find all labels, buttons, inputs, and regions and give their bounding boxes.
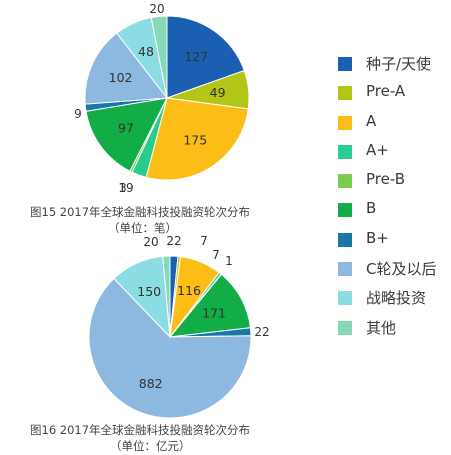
data-label-b: 171	[202, 306, 226, 321]
pie-slice-other	[150, 15, 168, 99]
data-label-a: 116	[177, 283, 201, 298]
legend-item-other: 其他	[338, 314, 448, 343]
legend-item-seed-angel: 种子/天使	[338, 50, 448, 79]
data-label-seed-angel: 22	[166, 234, 181, 248]
data-label-c-and-later: 102	[109, 70, 133, 85]
legend-label: C轮及以后	[366, 260, 437, 279]
pie-slice-seed-angel	[166, 15, 245, 99]
data-label-other: 20	[149, 2, 164, 16]
data-label-pre-b: 3	[119, 181, 127, 195]
chart1-title: 图15 2017年全球金融科技投融资轮次分布	[30, 205, 251, 219]
pie-slice-b	[168, 273, 252, 338]
legend-label: Pre-B	[366, 170, 406, 189]
legend-item-b-plus: B+	[338, 226, 448, 255]
legend-label: B+	[366, 228, 389, 247]
pie-slice-a	[145, 97, 249, 181]
legend-label: A+	[366, 140, 389, 159]
legend-label: 种子/天使	[366, 55, 432, 73]
legend-swatch	[338, 57, 352, 71]
legend-item-c-and-later: C轮及以后	[338, 255, 448, 284]
legend-swatch	[338, 320, 352, 335]
legend-swatch	[338, 115, 352, 130]
legend-label: Pre-A	[366, 82, 406, 101]
data-label-a: 175	[183, 133, 207, 148]
legend-swatch	[338, 291, 352, 306]
legend: 种子/天使 Pre-A A A+ Pre-B B B+ C轮及以后 战略投资 其…	[338, 50, 448, 343]
data-label-b-plus: 9	[74, 107, 82, 121]
pie-chart-rounds-count: 127 49 175 193 97 9 102 48 20	[74, 2, 250, 195]
legend-item-strategic: 战略投资	[338, 284, 448, 313]
pie-slice-c-and-later	[84, 32, 168, 105]
data-label-strategic: 48	[138, 44, 154, 59]
chart2-title: 图16 2017年全球金融科技投融资轮次分布	[30, 423, 251, 437]
legend-swatch	[338, 86, 352, 101]
data-label-seed-angel: 127	[184, 49, 208, 64]
data-label-a-plus: 19	[118, 181, 133, 195]
chart1-subtitle: （单位：笔）	[108, 221, 177, 235]
pie-slice-other	[162, 255, 171, 338]
legend-item-a-plus: A+	[338, 138, 448, 167]
legend-swatch	[338, 144, 352, 159]
chart2-subtitle: （单位：亿元）	[110, 439, 191, 453]
legend-label: 战略投资	[366, 289, 427, 308]
data-label-b-plus: 22	[254, 325, 269, 339]
pie-slice-c-and-later	[88, 277, 252, 419]
legend-swatch	[338, 232, 352, 247]
data-label-strategic: 150	[137, 284, 161, 299]
data-label-pre-a: 7	[200, 234, 208, 248]
legend-swatch	[338, 262, 352, 277]
data-label-pre-b: 1	[225, 254, 233, 268]
legend-label: B	[366, 199, 377, 218]
data-label-pre-a: 49	[210, 85, 226, 100]
legend-label: A	[366, 111, 377, 130]
data-label-a-plus: 7	[212, 248, 220, 262]
legend-label: 其他	[366, 318, 397, 337]
data-label-other: 20	[143, 235, 158, 249]
legend-swatch	[338, 174, 352, 189]
legend-swatch	[338, 203, 352, 218]
legend-item-pre-a: Pre-A	[338, 79, 448, 108]
legend-item-a: A	[338, 109, 448, 138]
data-label-c-and-later: 882	[139, 376, 163, 391]
legend-item-pre-b: Pre-B	[338, 167, 448, 196]
data-label-b: 97	[118, 121, 134, 136]
legend-item-b: B	[338, 196, 448, 225]
pie-slice-b	[85, 97, 168, 172]
